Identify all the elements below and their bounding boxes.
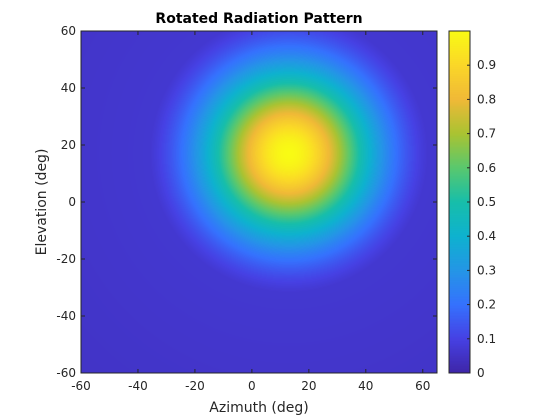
y-axis-label: Elevation (deg)	[34, 149, 50, 256]
y-tick-label: 60	[61, 24, 76, 38]
colorbar-axis: 0 0.1 0.2 0.3 0.4 0.5 0.6 0.7 0.8 0.9	[467, 58, 496, 380]
heatmap-plot-area	[81, 31, 437, 373]
colorbar	[449, 31, 470, 373]
chart-title: Rotated Radiation Pattern	[155, 11, 362, 27]
colorbar-tick-label: 0.8	[477, 92, 496, 106]
x-axis: -60 -40 -20 0 20 40 60	[71, 31, 430, 393]
colorbar-tick-label: 0.5	[477, 195, 496, 209]
x-tick-label: 60	[415, 379, 430, 393]
y-tick-label: -20	[56, 252, 76, 266]
colorbar-tick-label: 0.6	[477, 161, 496, 175]
x-axis-label: Azimuth (deg)	[209, 400, 308, 416]
colorbar-tick-label: 0.3	[477, 263, 496, 277]
colorbar-tick-label: 0.7	[477, 127, 496, 141]
x-tick-label: -60	[71, 379, 91, 393]
y-tick-label: -60	[56, 366, 76, 380]
colorbar-tick-label: 0.4	[477, 229, 496, 243]
colorbar-tick-label: 0	[477, 366, 485, 380]
x-tick-label: -40	[128, 379, 148, 393]
x-tick-label: -20	[185, 379, 205, 393]
y-axis: -60 -40 -20 0 20 40 60	[56, 24, 437, 380]
x-tick-label: 40	[358, 379, 373, 393]
y-tick-label: -40	[56, 309, 76, 323]
y-tick-label: 40	[61, 81, 76, 95]
x-tick-label: 20	[301, 379, 316, 393]
y-tick-label: 0	[68, 195, 76, 209]
x-tick-label: 0	[248, 379, 256, 393]
colorbar-tick-label: 0.1	[477, 332, 496, 346]
y-tick-label: 20	[61, 138, 76, 152]
colorbar-tick-label: 0.9	[477, 58, 496, 72]
colorbar-tick-label: 0.2	[477, 298, 496, 312]
